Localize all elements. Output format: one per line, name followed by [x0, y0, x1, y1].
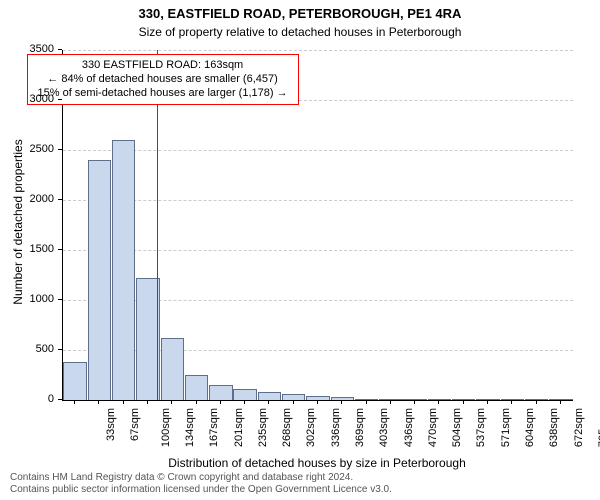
x-tick-label: 470sqm — [427, 408, 439, 447]
x-tick-label: 100sqm — [160, 408, 172, 447]
x-tick-label: 235sqm — [257, 408, 269, 447]
histogram-bar — [282, 394, 305, 400]
gridline — [63, 200, 573, 201]
y-tick-label: 0 — [18, 393, 54, 405]
y-tick-label: 1000 — [18, 293, 54, 305]
histogram-bar — [355, 399, 378, 400]
x-tick-label: 336sqm — [330, 408, 342, 447]
plot-area: 330 EASTFIELD ROAD: 163sqm← 84% of detac… — [62, 50, 573, 401]
x-tick-label: 672sqm — [573, 408, 585, 447]
annotation-line: 15% of semi-detached houses are larger (… — [38, 87, 288, 101]
histogram-bar — [331, 397, 354, 400]
gridline — [63, 250, 573, 251]
x-tick-label: 436sqm — [403, 408, 415, 447]
x-tick-label: 67sqm — [129, 408, 141, 441]
x-tick-label: 504sqm — [451, 408, 463, 447]
chart-title: 330, EASTFIELD ROAD, PETERBOROUGH, PE1 4… — [0, 6, 600, 21]
x-axis-label: Distribution of detached houses by size … — [62, 456, 572, 470]
y-tick-label: 1500 — [18, 243, 54, 255]
property-size-chart: 330, EASTFIELD ROAD, PETERBOROUGH, PE1 4… — [0, 0, 600, 500]
histogram-bar — [403, 399, 426, 400]
footer-line-2: Contains public sector information licen… — [10, 484, 590, 496]
histogram-bar — [258, 392, 281, 400]
x-tick-label: 571sqm — [500, 408, 512, 447]
x-tick-label: 134sqm — [184, 408, 196, 447]
footer-line-1: Contains HM Land Registry data © Crown c… — [10, 472, 590, 484]
y-tick-label: 2500 — [18, 143, 54, 155]
x-tick-label: 638sqm — [548, 408, 560, 447]
y-tick-label: 3000 — [18, 93, 54, 105]
histogram-bar — [549, 399, 572, 400]
x-tick-label: 302sqm — [306, 408, 318, 447]
chart-subtitle: Size of property relative to detached ho… — [0, 25, 600, 39]
histogram-bar — [209, 385, 232, 400]
histogram-bar — [88, 160, 111, 400]
x-tick-label: 268sqm — [281, 408, 293, 447]
gridline — [63, 50, 573, 51]
histogram-bar — [379, 399, 402, 400]
histogram-bar — [185, 375, 208, 400]
histogram-bar — [233, 389, 256, 400]
y-tick-label: 500 — [18, 343, 54, 355]
annotation-line: 330 EASTFIELD ROAD: 163sqm — [38, 59, 288, 73]
x-tick-label: 604sqm — [524, 408, 536, 447]
gridline — [63, 150, 573, 151]
histogram-bar — [161, 338, 184, 400]
histogram-bar — [63, 362, 86, 400]
x-tick-label: 33sqm — [105, 408, 117, 441]
annotation-line: ← 84% of detached houses are smaller (6,… — [38, 73, 288, 87]
y-tick-label: 3500 — [18, 43, 54, 55]
histogram-bar — [112, 140, 135, 400]
x-tick-label: 537sqm — [476, 408, 488, 447]
property-annotation-box: 330 EASTFIELD ROAD: 163sqm← 84% of detac… — [27, 54, 299, 105]
x-tick-label: 201sqm — [233, 408, 245, 447]
y-tick-label: 2000 — [18, 193, 54, 205]
x-tick-label: 167sqm — [208, 408, 220, 447]
x-tick-label: 369sqm — [354, 408, 366, 447]
histogram-bar — [501, 399, 524, 400]
x-tick-label: 403sqm — [378, 408, 390, 447]
histogram-bar — [428, 399, 451, 400]
histogram-bar — [452, 399, 475, 400]
histogram-bar — [525, 399, 548, 400]
footer-attribution: Contains HM Land Registry data © Crown c… — [10, 472, 590, 496]
